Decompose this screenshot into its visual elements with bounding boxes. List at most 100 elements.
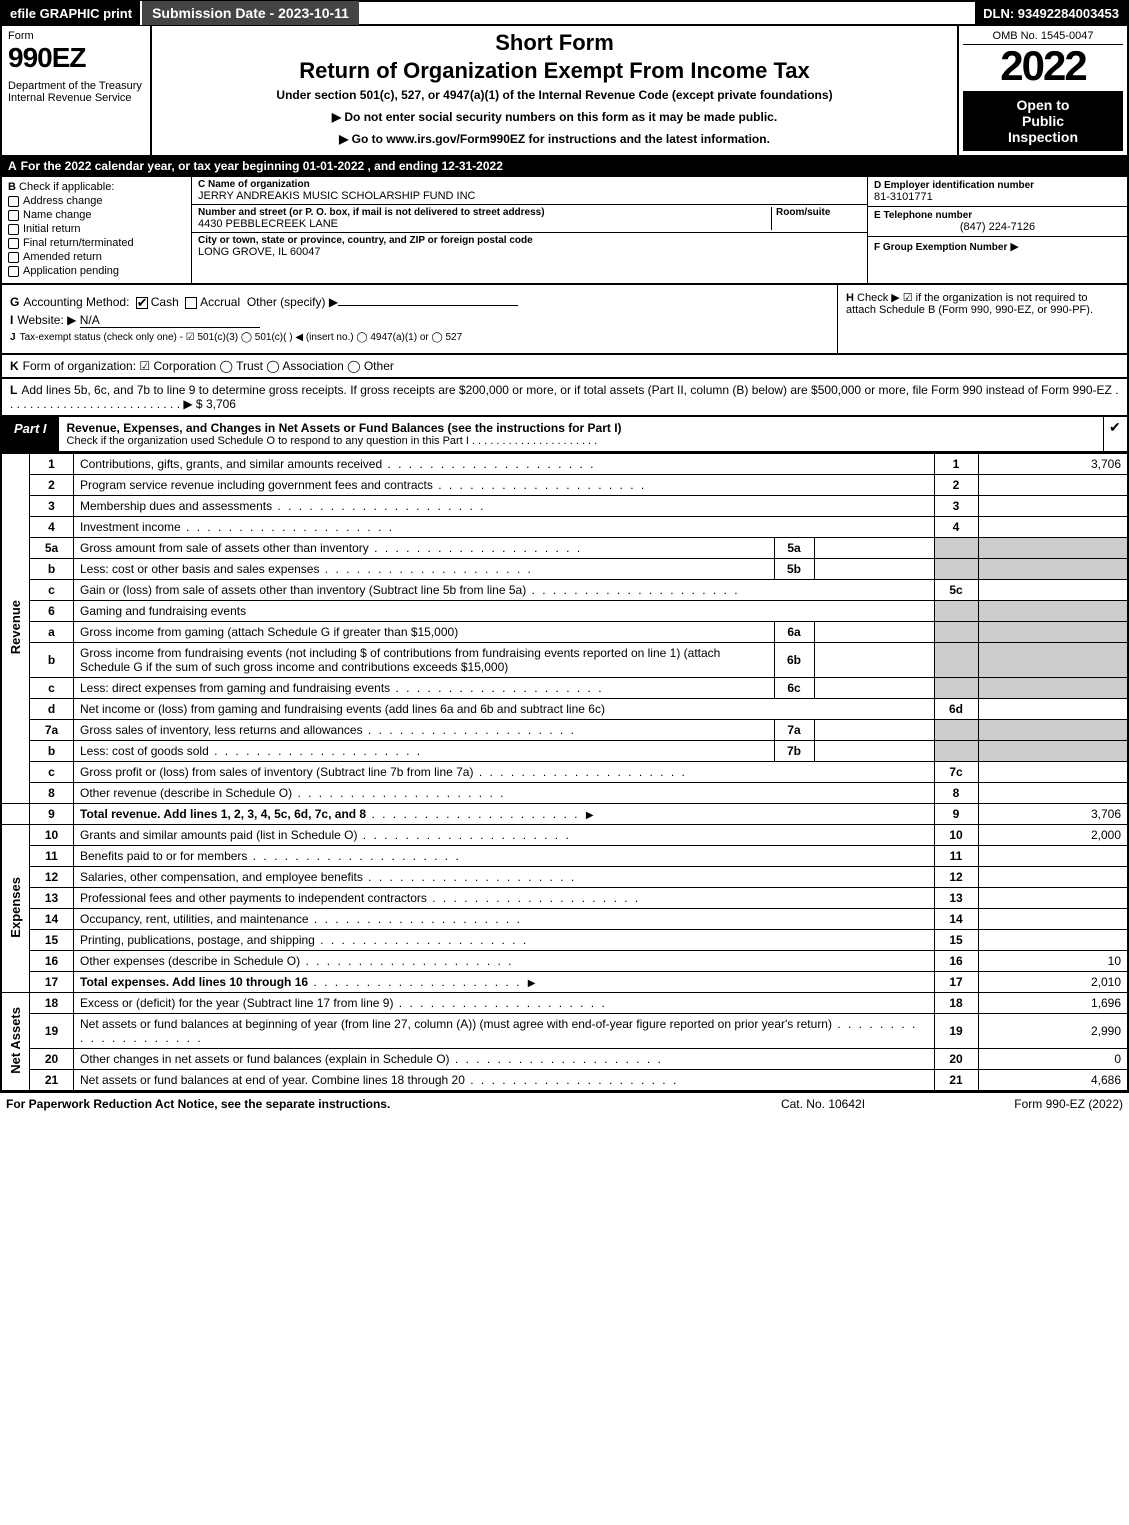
line-6c-mv: [814, 678, 934, 699]
chk-amended-return[interactable]: Amended return: [8, 251, 185, 263]
row-h-text: Check ▶ ☑ if the organization is not req…: [846, 292, 1093, 316]
line-10-num: 10: [30, 825, 74, 846]
line-6c-num: c: [30, 678, 74, 699]
line-19-rn: 19: [934, 1014, 978, 1049]
chk-accrual[interactable]: [185, 297, 197, 309]
part-i-schedule-o-check[interactable]: [1103, 417, 1127, 451]
ein-label: D Employer identification number: [874, 180, 1121, 191]
line-20-val: 0: [978, 1049, 1128, 1070]
line-6b-mn: 6b: [774, 643, 814, 678]
org-name: JERRY ANDREAKIS MUSIC SCHOLARSHIP FUND I…: [198, 190, 861, 202]
line-19-num: 19: [30, 1014, 74, 1049]
open-to-public: Open to Public Inspection: [963, 91, 1123, 151]
line-8-desc: Other revenue (describe in Schedule O): [74, 783, 935, 804]
group-exemption-label: F Group Exemption Number: [874, 242, 1007, 253]
line-7b-rv: [978, 741, 1128, 762]
website-value: N/A: [80, 313, 260, 328]
chk-cash[interactable]: [136, 297, 148, 309]
line-6-num: 6: [30, 601, 74, 622]
header-center: Short Form Return of Organization Exempt…: [152, 26, 957, 155]
line-15-val: [978, 930, 1128, 951]
line-6-desc: Gaming and fundraising events: [74, 601, 935, 622]
line-6d-val: [978, 699, 1128, 720]
line-5c-val: [978, 580, 1128, 601]
line-5a-num: 5a: [30, 538, 74, 559]
ghij-left: GAccounting Method: Cash Accrual Other (…: [2, 285, 837, 353]
return-title: Return of Organization Exempt From Incom…: [160, 58, 949, 84]
line-2-rn: 2: [934, 475, 978, 496]
line-7a-rn: [934, 720, 978, 741]
line-6a-rv: [978, 622, 1128, 643]
line-7a-mv: [814, 720, 934, 741]
line-17-val: 2,010: [978, 972, 1128, 993]
line-11-val: [978, 846, 1128, 867]
org-address: 4430 PEBBLECREEK LANE: [198, 218, 771, 230]
line-5b-rn: [934, 559, 978, 580]
netassets-section-label: Net Assets: [1, 993, 30, 1092]
expenses-section-label: Expenses: [1, 825, 30, 993]
line-7a-mn: 7a: [774, 720, 814, 741]
form-number: 990EZ: [8, 42, 144, 74]
line-5a-mv: [814, 538, 934, 559]
line-6c-rv: [978, 678, 1128, 699]
line-14-val: [978, 909, 1128, 930]
line-7a-num: 7a: [30, 720, 74, 741]
line-5a-rn: [934, 538, 978, 559]
line-6d-num: d: [30, 699, 74, 720]
line-13-num: 13: [30, 888, 74, 909]
line-6b-rv: [978, 643, 1128, 678]
line-15-rn: 15: [934, 930, 978, 951]
chk-application-pending[interactable]: Application pending: [8, 265, 185, 277]
chk-address-change[interactable]: Address change: [8, 195, 185, 207]
line-9-num: 9: [30, 804, 74, 825]
open-line1: Open to: [967, 97, 1119, 113]
line-2-desc: Program service revenue including govern…: [74, 475, 935, 496]
line-13-val: [978, 888, 1128, 909]
open-line3: Inspection: [967, 129, 1119, 145]
line-18-val: 1,696: [978, 993, 1128, 1014]
line-5a-mn: 5a: [774, 538, 814, 559]
col-b-title: Check if applicable:: [19, 181, 114, 193]
part-i-header: Part I Revenue, Expenses, and Changes in…: [0, 417, 1129, 453]
line-13-rn: 13: [934, 888, 978, 909]
line-17-rn: 17: [934, 972, 978, 993]
footer-form-ref: Form 990-EZ (2022): [923, 1097, 1123, 1111]
line-20-rn: 20: [934, 1049, 978, 1070]
chk-name-change[interactable]: Name change: [8, 209, 185, 221]
line-3-num: 3: [30, 496, 74, 517]
line-13-desc: Professional fees and other payments to …: [74, 888, 935, 909]
chk-initial-return[interactable]: Initial return: [8, 223, 185, 235]
line-7a-rv: [978, 720, 1128, 741]
line-17-desc: Total expenses. Add lines 10 through 16: [74, 972, 935, 993]
line-11-rn: 11: [934, 846, 978, 867]
line-9-rn: 9: [934, 804, 978, 825]
line-6d-rn: 6d: [934, 699, 978, 720]
line-21-val: 4,686: [978, 1070, 1128, 1092]
row-l: LAdd lines 5b, 6c, and 7b to line 9 to d…: [0, 379, 1129, 417]
phone-label: E Telephone number: [874, 210, 1121, 221]
instruction-link[interactable]: ▶ Go to www.irs.gov/Form990EZ for instru…: [160, 132, 949, 146]
line-5c-desc: Gain or (loss) from sale of assets other…: [74, 580, 935, 601]
line-6b-num: b: [30, 643, 74, 678]
open-line2: Public: [967, 113, 1119, 129]
chk-final-return[interactable]: Final return/terminated: [8, 237, 185, 249]
line-5c-num: c: [30, 580, 74, 601]
org-city: LONG GROVE, IL 60047: [198, 246, 861, 258]
form-header: Form 990EZ Department of the Treasury In…: [0, 26, 1129, 157]
line-6b-desc: Gross income from fundraising events (no…: [74, 643, 775, 678]
row-h: H Check ▶ ☑ if the organization is not r…: [837, 285, 1127, 353]
line-5c-rn: 5c: [934, 580, 978, 601]
efile-label[interactable]: efile GRAPHIC print: [2, 2, 140, 25]
col-b-checkboxes: B Check if applicable: Address change Na…: [2, 177, 192, 283]
line-20-desc: Other changes in net assets or fund bala…: [74, 1049, 935, 1070]
row-a-tax-year: AFor the 2022 calendar year, or tax year…: [0, 157, 1129, 177]
line-1-desc: Contributions, gifts, grants, and simila…: [74, 454, 935, 475]
submission-date: Submission Date - 2023-10-11: [140, 1, 359, 25]
line-7c-rn: 7c: [934, 762, 978, 783]
footer-cat-no: Cat. No. 10642I: [723, 1097, 923, 1111]
phone-value: (847) 224-7126: [874, 221, 1121, 233]
line-1-val: 3,706: [978, 454, 1128, 475]
section-ghij: GAccounting Method: Cash Accrual Other (…: [0, 285, 1129, 355]
header-left: Form 990EZ Department of the Treasury In…: [2, 26, 152, 155]
revenue-section-label: Revenue: [1, 454, 30, 804]
